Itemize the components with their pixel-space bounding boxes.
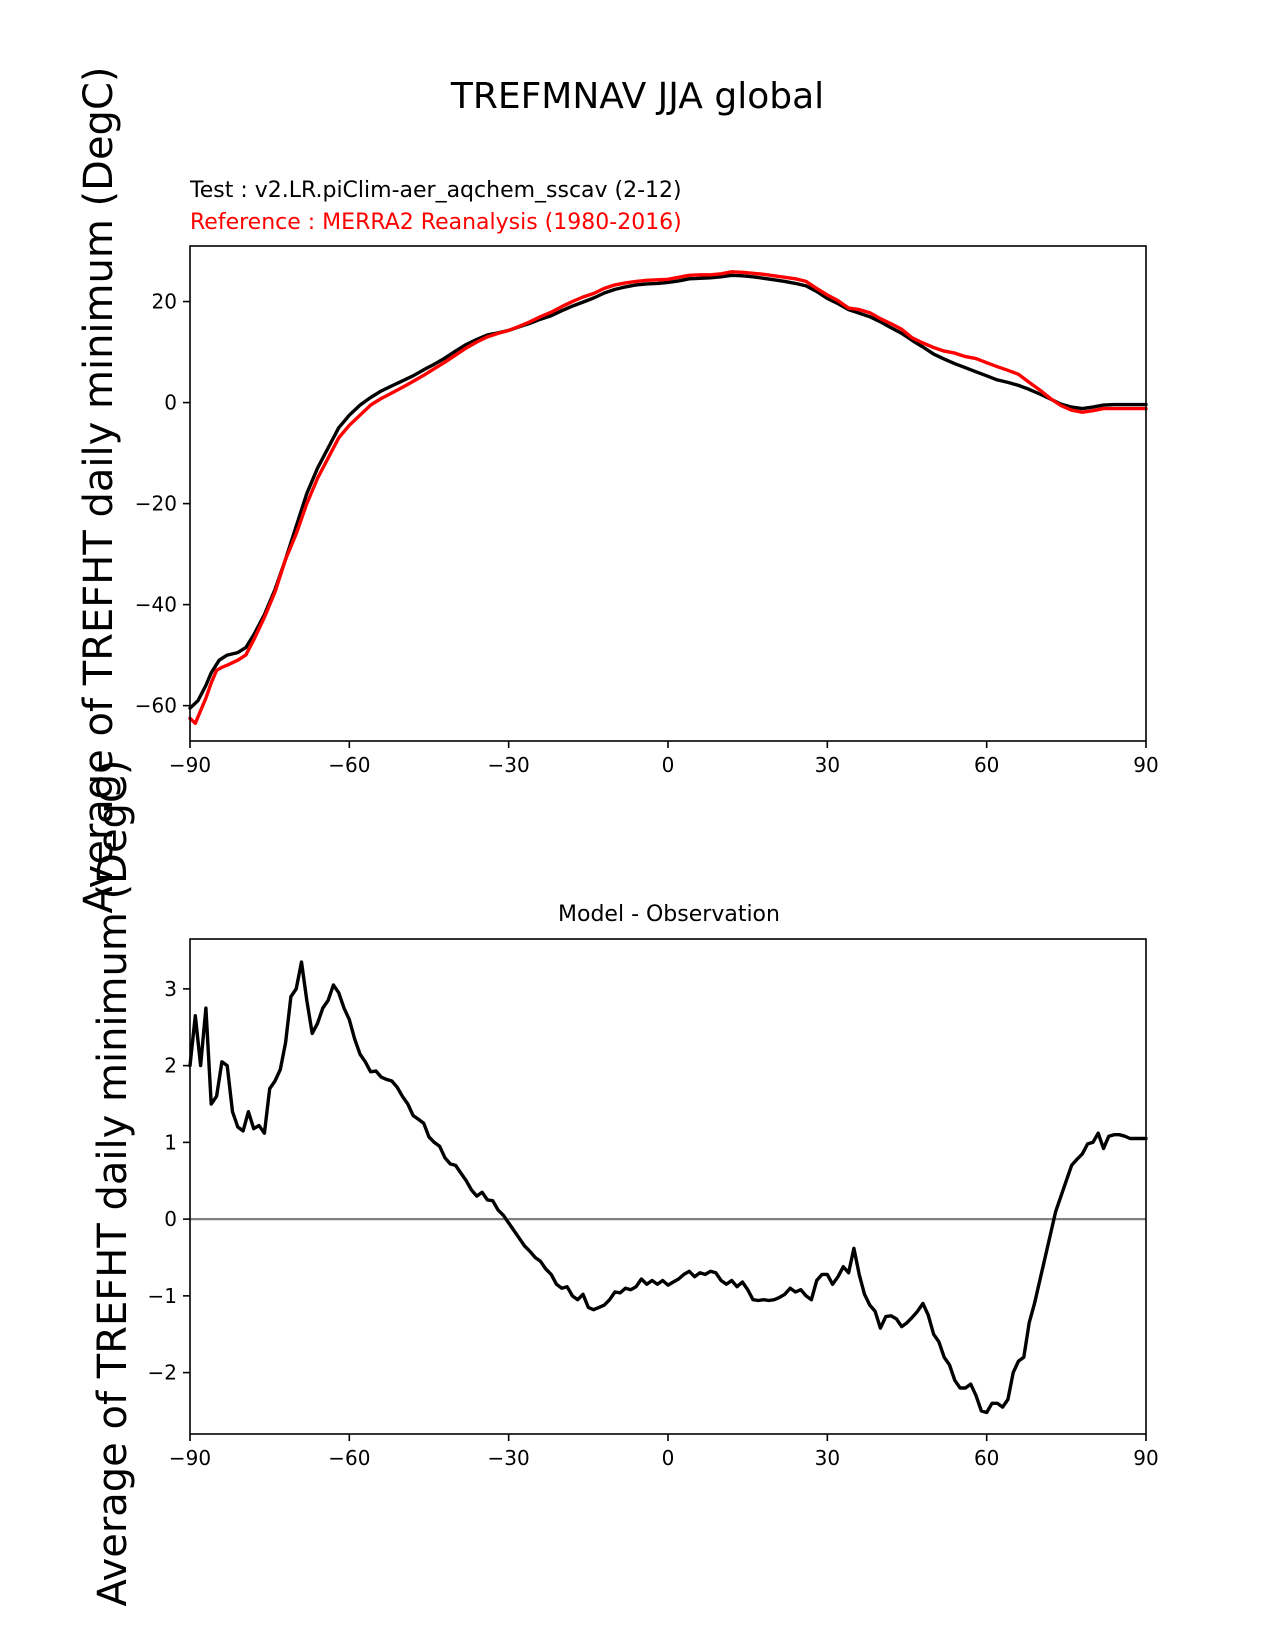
y-tick-label: −20 bbox=[135, 492, 177, 516]
x-tick-label: −90 bbox=[169, 1446, 211, 1470]
x-tick-label: 30 bbox=[815, 753, 840, 777]
y-tick-label: 0 bbox=[164, 1207, 177, 1231]
x-tick-label: 90 bbox=[1133, 1446, 1158, 1470]
x-tick-label: −60 bbox=[328, 753, 370, 777]
x-tick-label: −90 bbox=[169, 753, 211, 777]
series-line-reference bbox=[188, 270, 1148, 725]
y-tick-label: 3 bbox=[164, 977, 177, 1001]
y-tick-label: −40 bbox=[135, 593, 177, 617]
top-plot-area: −90 −60 −30 0 30 60 90 −60 −40 −20 0 20 bbox=[135, 245, 1159, 777]
x-tick-label: 30 bbox=[815, 1446, 840, 1470]
y-tick-label: 0 bbox=[164, 391, 177, 415]
top-panel: Test : v2.LR.piClim-aer_aqchem_sscav (2-… bbox=[76, 67, 1159, 914]
bottom-panel-title: Model - Observation bbox=[558, 902, 780, 927]
y-tick-label: 2 bbox=[164, 1054, 177, 1078]
x-tick-label: −60 bbox=[328, 1446, 370, 1470]
x-tick-label: −30 bbox=[488, 1446, 530, 1470]
bottom-y-axis-label: Average of TREFHT daily minimum (DegC) bbox=[90, 760, 136, 1607]
x-tick-label: 0 bbox=[662, 1446, 675, 1470]
bottom-panel: Model - Observation −90 −60 −30 0 30 60 90−2−1… bbox=[90, 760, 1159, 1607]
reference-label: Reference : MERRA2 Reanalysis (1980-2016… bbox=[190, 210, 682, 235]
x-tick-label: −30 bbox=[488, 753, 530, 777]
y-tick-label: −60 bbox=[135, 694, 177, 718]
test-label: Test : v2.LR.piClim-aer_aqchem_sscav (2-… bbox=[189, 178, 682, 203]
top-y-axis-label: Average of TREFHT daily minimum (DegC) bbox=[76, 67, 122, 914]
x-tick-label: 0 bbox=[662, 753, 675, 777]
x-tick-label: 60 bbox=[974, 753, 999, 777]
series-line-diff bbox=[188, 960, 1148, 1415]
y-tick-label: −1 bbox=[148, 1284, 177, 1308]
figure-suptitle: TREFMNAV JJA global bbox=[450, 76, 824, 117]
series-line-test bbox=[188, 273, 1148, 710]
bottom-plot-area: −90 −60 −30 0 30 60 90 −2 −1 0 1 2 3 bbox=[148, 938, 1159, 1470]
x-tick-label: 60 bbox=[974, 1446, 999, 1470]
y-tick-label: −2 bbox=[148, 1361, 177, 1385]
x-tick-label: 90 bbox=[1133, 753, 1158, 777]
y-tick-label: 1 bbox=[164, 1130, 177, 1154]
y-tick-label: 20 bbox=[152, 290, 177, 314]
